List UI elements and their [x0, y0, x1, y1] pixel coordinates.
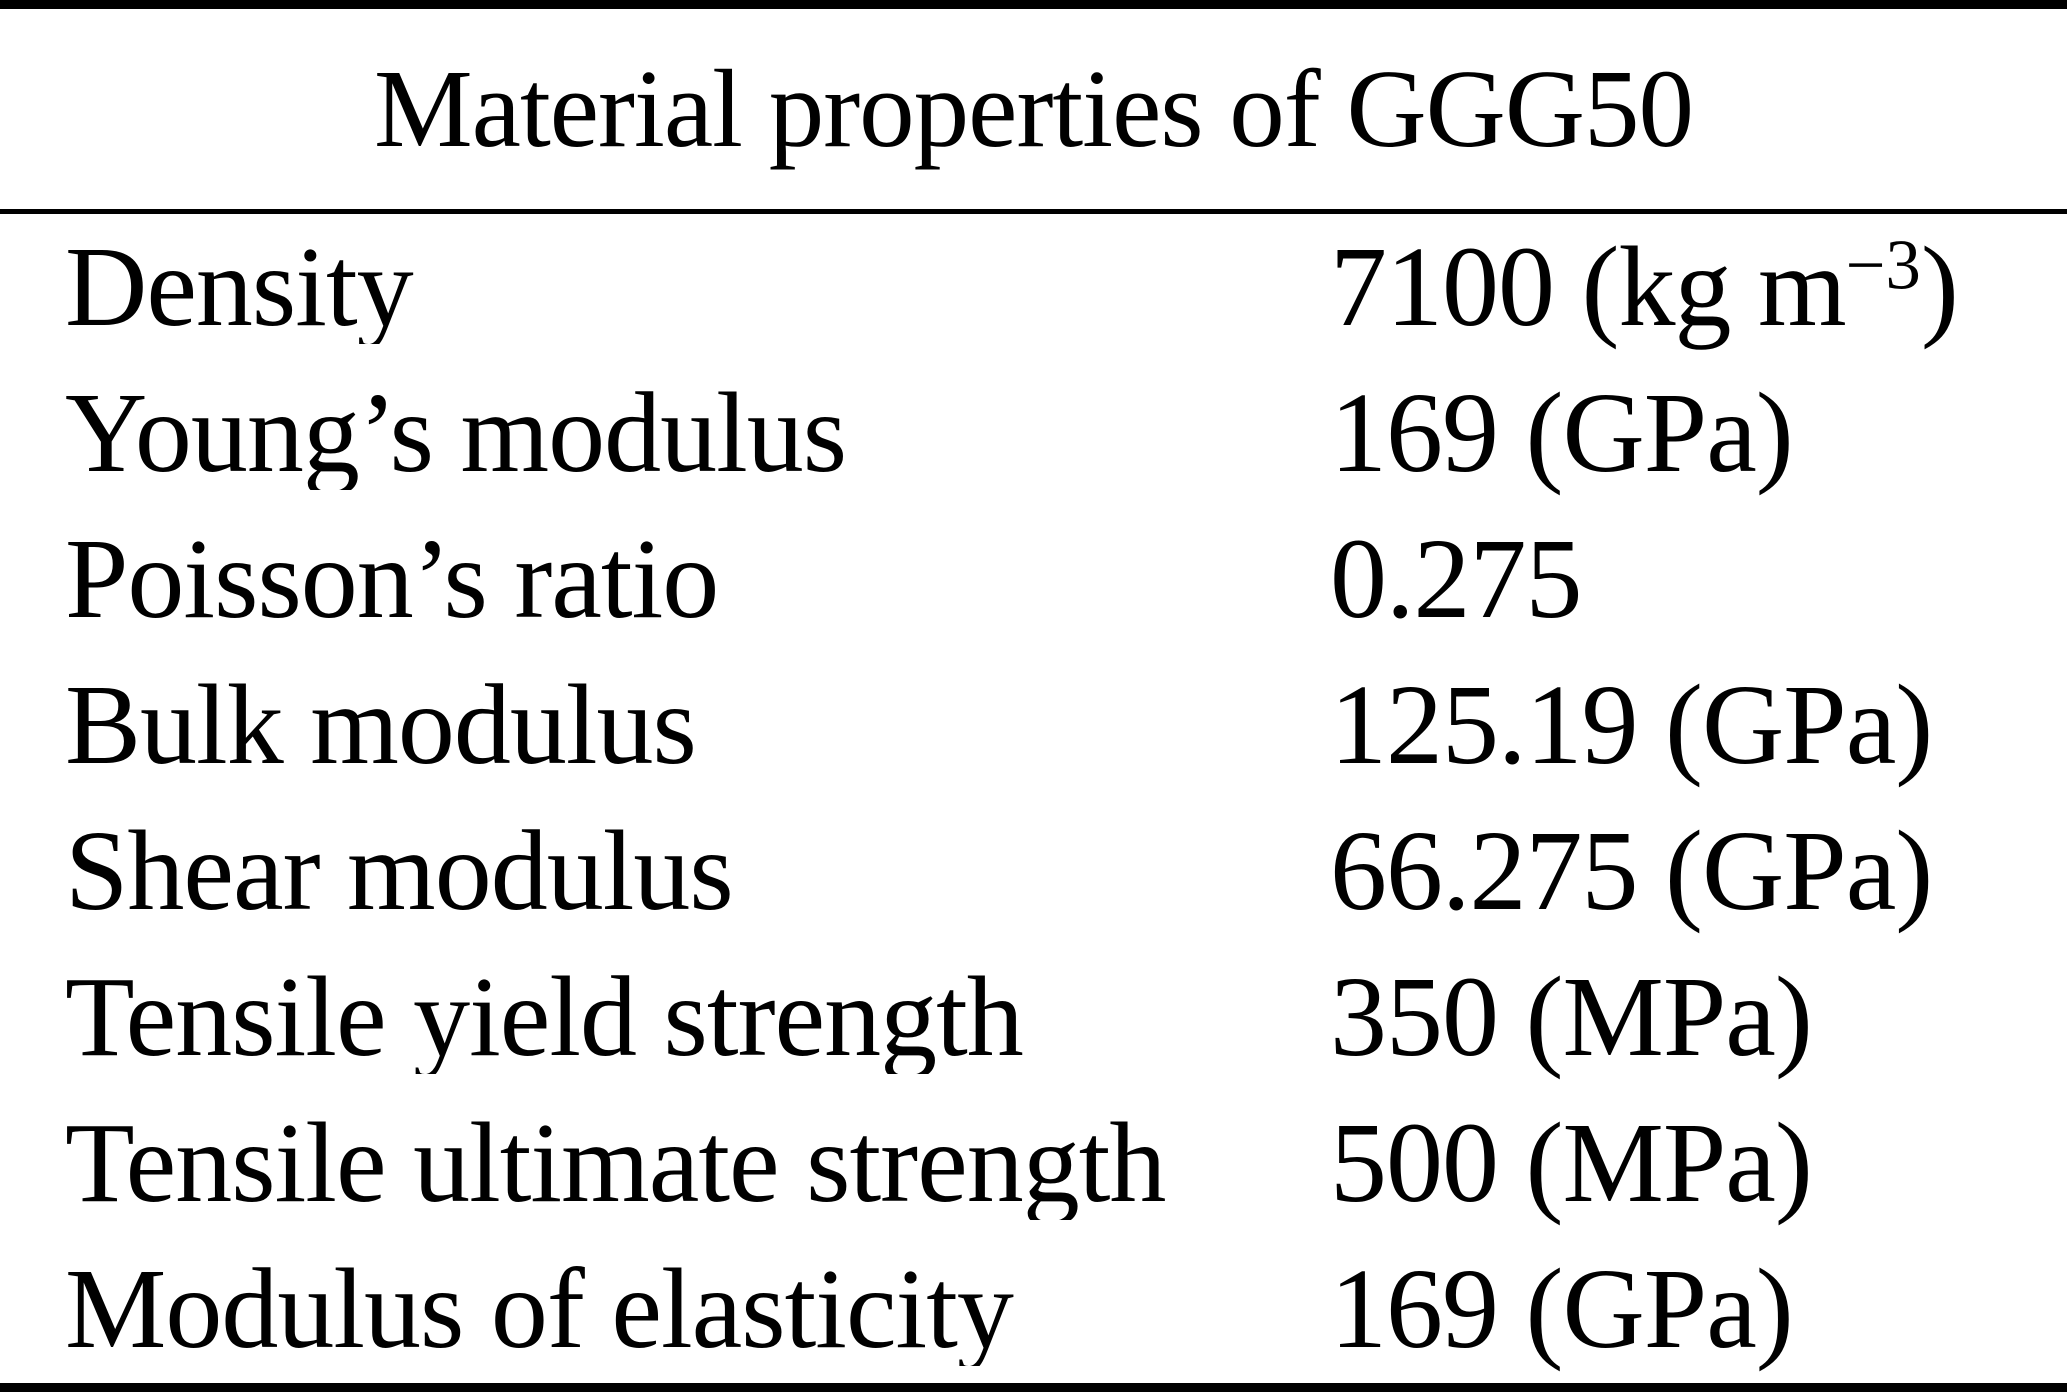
property-value: 125.19 (GPa) — [1330, 668, 2067, 782]
property-value: 169 (GPa) — [1330, 1252, 2067, 1366]
value-text: 125.19 (GPa) — [1330, 661, 1933, 788]
property-value: 169 (GPa) — [1330, 376, 2067, 490]
property-value: 350 (MPa) — [1330, 960, 2067, 1074]
property-value: 66.275 (GPa) — [1330, 814, 2067, 928]
property-label: Poisson’s ratio — [65, 522, 719, 636]
value-text: 66.275 (GPa) — [1330, 807, 1933, 934]
property-label: Shear modulus — [65, 814, 734, 928]
table-title: Material properties of GGG50 — [373, 47, 1694, 171]
table-row: Density 7100 (kg m−3) — [0, 214, 2067, 360]
value-text: 500 (MPa) — [1330, 1099, 1813, 1226]
table-body: Density 7100 (kg m−3) Young’s modulus 16… — [0, 214, 2067, 1383]
value-text: 169 (GPa) — [1330, 1245, 1794, 1372]
property-label: Tensile yield strength — [65, 960, 1024, 1074]
value-text: 350 (MPa) — [1330, 953, 1813, 1080]
property-value: 500 (MPa) — [1330, 1106, 2067, 1220]
property-label: Modulus of elasticity — [65, 1252, 1014, 1366]
property-label: Tensile ultimate strength — [65, 1106, 1166, 1220]
table-row: Tensile ultimate strength 500 (MPa) — [0, 1090, 2067, 1236]
property-value: 0.275 — [1330, 522, 2067, 636]
table-row: Young’s modulus 169 (GPa) — [0, 360, 2067, 506]
bottom-rule — [0, 1383, 2067, 1392]
top-rule — [0, 0, 2067, 9]
property-value: 7100 (kg m−3) — [1330, 230, 2067, 344]
value-text: 7100 (kg m — [1330, 223, 1847, 350]
property-label: Density — [65, 230, 414, 344]
table-row: Tensile yield strength 350 (MPa) — [0, 944, 2067, 1090]
property-label: Young’s modulus — [65, 376, 847, 490]
header-rule — [0, 209, 2067, 214]
table-row: Poisson’s ratio 0.275 — [0, 506, 2067, 652]
table-row: Modulus of elasticity 169 (GPa) — [0, 1236, 2067, 1382]
value-superscript: −3 — [1845, 226, 1921, 305]
value-tail: ) — [1920, 223, 1959, 350]
property-label: Bulk modulus — [65, 668, 697, 782]
title-band: Material properties of GGG50 — [0, 9, 2067, 209]
table-row: Shear modulus 66.275 (GPa) — [0, 798, 2067, 944]
value-text: 0.275 — [1330, 515, 1582, 642]
table-row: Bulk modulus 125.19 (GPa) — [0, 652, 2067, 798]
value-text: 169 (GPa) — [1330, 369, 1794, 496]
